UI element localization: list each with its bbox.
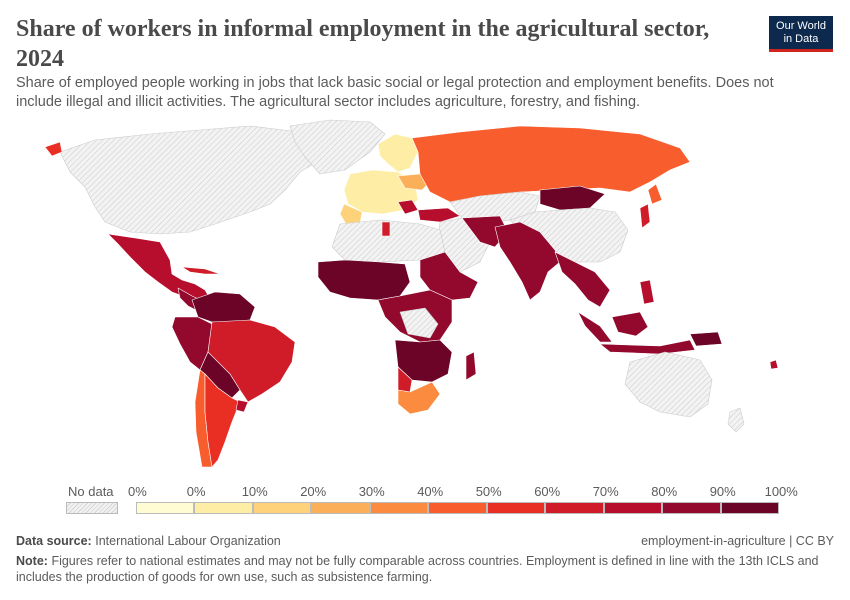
legend-tick-label: 70%: [592, 484, 619, 499]
region-caribbean[interactable]: [181, 266, 221, 275]
data-source-label: Data source:: [16, 534, 92, 548]
region-alaska[interactable]: [44, 141, 63, 157]
region-new-zealand-nodata[interactable]: [727, 407, 745, 433]
region-japan[interactable]: [639, 203, 651, 229]
region-west-africa[interactable]: [317, 259, 411, 301]
chart-slug[interactable]: employment-in-agriculture | CC BY: [641, 534, 834, 548]
region-myanmar-se-asia[interactable]: [554, 251, 611, 308]
world-map[interactable]: [0, 112, 850, 482]
legend-color-bin[interactable]: [720, 502, 779, 514]
region-indonesia-east[interactable]: [599, 339, 696, 355]
legend-tick-label: 20%: [300, 484, 327, 499]
legend-tick-label: 100%: [764, 484, 798, 499]
legend-tick-label: 40%: [417, 484, 444, 499]
legend-tick-label: 30%: [358, 484, 385, 499]
region-borneo-java[interactable]: [611, 311, 649, 337]
logo-line-2: in Data: [783, 33, 819, 45]
region-greenland-nodata[interactable]: [289, 119, 386, 175]
region-australia-nodata[interactable]: [624, 351, 713, 418]
note-label: Note:: [16, 554, 48, 568]
legend-tick-label: 0%: [128, 484, 147, 499]
footnote: Note: Figures refer to national estimate…: [16, 553, 826, 585]
region-philippines[interactable]: [639, 279, 655, 305]
chart-subtitle: Share of employed people working in jobs…: [16, 75, 774, 110]
legend-tick-label: 50%: [475, 484, 502, 499]
region-pacific-islands[interactable]: [769, 359, 779, 370]
data-source-value[interactable]: International Labour Organization: [95, 534, 281, 548]
data-source: Data source: International Labour Organi…: [16, 534, 281, 548]
legend-tick-label: 0%: [186, 484, 206, 499]
legend-color-bin[interactable]: [545, 502, 604, 514]
region-png[interactable]: [689, 331, 723, 347]
legend-color-bin[interactable]: [603, 502, 662, 514]
region-scandinavia[interactable]: [377, 133, 419, 173]
legend-no-data-swatch[interactable]: [66, 502, 118, 514]
legend-tick-label: 80%: [651, 484, 678, 499]
region-mongolia[interactable]: [539, 185, 606, 211]
region-south-africa[interactable]: [397, 381, 441, 415]
region-russia[interactable]: [411, 125, 691, 203]
region-argentina[interactable]: [204, 373, 241, 468]
legend-color-bin[interactable]: [428, 502, 487, 514]
region-sumatra[interactable]: [577, 311, 613, 343]
legend-color-bin[interactable]: [369, 502, 428, 514]
legend-tick-label: 60%: [534, 484, 561, 499]
region-sakhalin[interactable]: [647, 183, 663, 205]
legend-tick-label: 10%: [241, 484, 268, 499]
region-tunisia[interactable]: [381, 221, 391, 237]
legend-color-bin[interactable]: [194, 502, 253, 514]
chart-title: Share of workers in informal employment …: [16, 16, 710, 72]
region-india[interactable]: [494, 221, 561, 301]
region-turkey[interactable]: [417, 207, 461, 223]
region-drc-nodata[interactable]: [399, 307, 439, 339]
logo-line-1: Our World: [776, 20, 826, 32]
legend: No data 0% 0% 10% 20% 30% 40% 50% 60% 70% 80% 90% 1…: [0, 484, 850, 518]
region-sudan-horn[interactable]: [419, 251, 479, 301]
legend-color-bin[interactable]: [311, 502, 370, 514]
region-north-america-nodata[interactable]: [59, 125, 331, 235]
region-uruguay[interactable]: [235, 399, 249, 413]
note-text: Figures refer to national estimates and …: [16, 554, 819, 584]
legend-no-data-label: No data: [68, 484, 114, 499]
owid-logo[interactable]: Our World in Data: [769, 16, 833, 52]
legend-color-bin[interactable]: [136, 502, 194, 514]
legend-color-bin[interactable]: [252, 502, 311, 514]
legend-color-bin[interactable]: [486, 502, 545, 514]
region-madagascar[interactable]: [465, 351, 477, 381]
legend-tick-label: 90%: [709, 484, 736, 499]
region-colombia-venezuela[interactable]: [191, 291, 256, 323]
legend-color-bin[interactable]: [662, 502, 721, 514]
